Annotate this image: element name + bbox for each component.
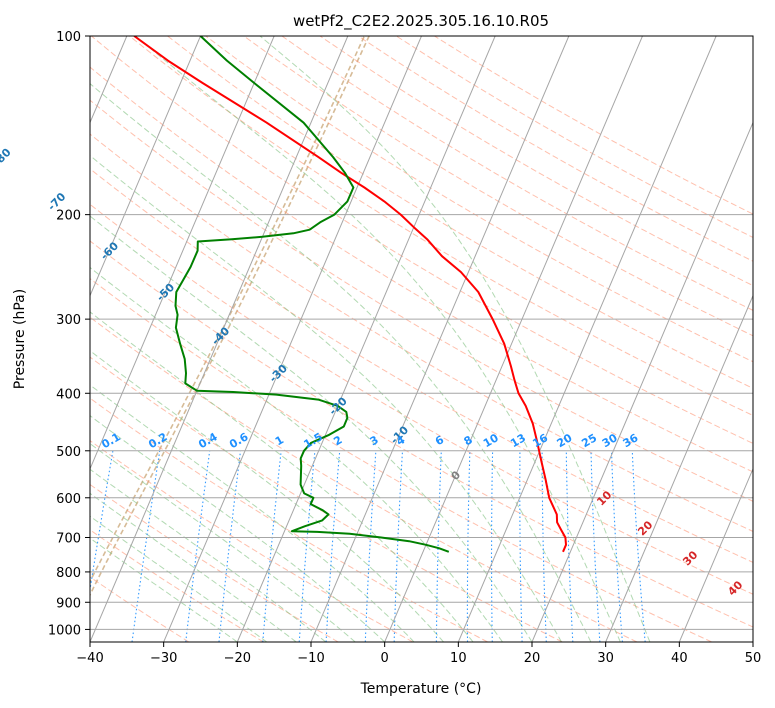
isotherm-line [90,36,201,297]
x-tick-label: 30 [597,651,614,666]
dry-adiabat-line [319,36,753,287]
isotherm-line [90,36,349,642]
y-tick-label: 600 [56,492,81,507]
moist-adiabat-line [90,515,268,642]
dry-adiabat-line [205,36,753,363]
dry-adiabat-line [90,133,753,532]
mixing-ratio-line [590,450,601,642]
y-tick-label: 200 [56,209,81,224]
profile-series [133,36,567,553]
x-tick-label: 40 [671,651,688,666]
x-tick-label: −10 [297,651,324,666]
isotherm-line [384,36,643,642]
dewpoint-profile-line [174,36,450,553]
y-tick-label: 700 [56,532,81,547]
moist-adiabat-line [90,350,444,642]
mixing-ratio-line [185,450,211,642]
y-tick-label: 500 [56,445,81,460]
x-tick-label: −20 [224,651,251,666]
isotherm-line [236,36,496,642]
isotherm-line [457,36,717,642]
x-axis-label: Temperature (°C) [360,681,482,697]
x-tick-label: 10 [450,651,467,666]
isotherm-line [531,121,753,642]
dry-adiabat-line [90,240,753,628]
y-axis-label: Pressure (hPa) [12,289,28,389]
moist-adiabat-line [90,537,238,642]
chart-title: wetPf2_C2E2.2025.305.16.10.R05 [293,12,549,31]
axis-ticks: −40 −30 −20 −10 0 10 20 30 40 50 1000 900 800 700 600 5… [48,30,761,666]
mixing-ratio-line [610,450,623,642]
y-tick-label: 900 [56,596,81,611]
temperature-profile-line [133,36,567,553]
dry-adiabat-line [90,483,339,642]
mixing-ratio-line [262,450,282,642]
isotherm-line [163,36,422,642]
moist-adiabat-line [259,36,651,642]
y-tick-label: 800 [56,566,81,581]
mixing-ratio-line [218,450,242,642]
x-tick-label: 20 [524,651,541,666]
x-tick-label: 0 [381,651,389,666]
plot-frame [89,35,754,643]
moist-adiabat-line [90,311,474,642]
y-tick-label: 400 [56,387,81,402]
isotherm-line [605,294,753,642]
dry-adiabat-line [90,397,488,642]
dry-adiabat-line [90,316,638,642]
isotherm-line [678,467,753,642]
moist-adiabat-line [90,442,356,642]
x-tick-label: 50 [745,651,762,666]
moist-adiabat-line [90,154,562,642]
dry-adiabat-line [90,168,753,563]
dry-adiabat-line [90,203,753,595]
isotherm-line [310,36,570,642]
moist-adiabat-line [90,415,386,642]
y-tick-label: 300 [56,313,81,328]
moist-adiabat-line [90,468,327,642]
dry-adiabat-line [281,36,753,311]
dry-adiabat-line [90,66,753,473]
x-tick-label: −40 [76,651,103,666]
dry-adiabat-line [90,576,190,642]
moist-adiabat-line [90,83,592,642]
isotherm-line [90,36,275,471]
mixing-ratio-line [325,450,341,642]
mixing-ratio-line [364,450,377,642]
dry-adiabat-line [90,356,563,642]
y-tick-label: 1000 [48,623,81,638]
dry-adiabat-line [129,36,753,417]
mixing-ratio-line [631,450,646,642]
mixing-ratio-line [298,450,316,642]
x-tick-label: −30 [150,651,177,666]
y-tick-label: 100 [56,30,81,45]
moist-adiabat-line [90,215,533,642]
